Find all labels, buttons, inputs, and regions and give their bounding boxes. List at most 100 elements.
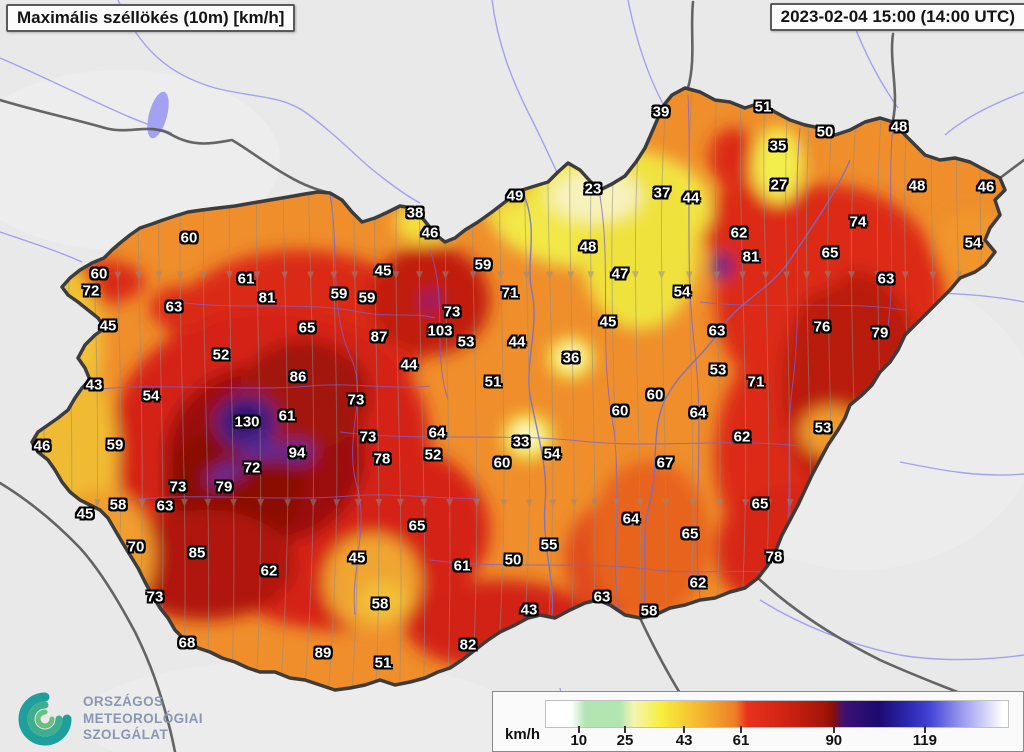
station-value-label: 65: [821, 244, 839, 262]
station-value-label: 43: [85, 376, 103, 394]
station-value-label: 52: [424, 446, 442, 464]
station-value-label: 58: [640, 602, 658, 620]
station-value-label: 60: [493, 454, 511, 472]
station-value-label: 48: [908, 177, 926, 195]
station-value-label: 54: [673, 283, 691, 301]
legend-tick-label: 25: [616, 732, 634, 749]
station-value-label: 60: [646, 386, 664, 404]
station-value-label: 54: [964, 234, 982, 252]
station-value-label: 37: [653, 184, 671, 202]
legend-tick-mark: [577, 726, 580, 733]
omsz-logo-line1: ORSZÁGOS: [83, 694, 164, 710]
station-value-label: 44: [508, 333, 526, 351]
station-value-label: 59: [358, 289, 376, 307]
station-value-label: 72: [243, 459, 261, 477]
station-value-label: 65: [751, 495, 769, 513]
station-value-label: 52: [212, 346, 230, 364]
station-value-label: 45: [76, 505, 94, 523]
station-value-label: 64: [428, 424, 446, 442]
station-value-label: 48: [579, 238, 597, 256]
station-value-label: 130: [234, 413, 260, 431]
station-value-label: 53: [814, 419, 832, 437]
station-value-label: 72: [82, 282, 100, 300]
station-value-label: 81: [258, 289, 276, 307]
station-value-label: 44: [400, 356, 418, 374]
station-value-label: 78: [373, 450, 391, 468]
station-value-label: 70: [127, 538, 145, 556]
station-value-label: 45: [374, 262, 392, 280]
station-value-label: 48: [890, 118, 908, 136]
station-value-label: 44: [682, 189, 700, 207]
station-value-label: 64: [622, 510, 640, 528]
station-value-label: 63: [165, 298, 183, 316]
legend-tick-mark: [683, 726, 686, 733]
station-value-label: 27: [770, 176, 788, 194]
station-value-label: 74: [849, 213, 867, 231]
station-value-label: 50: [816, 123, 834, 141]
station-value-label: 87: [370, 328, 388, 346]
station-value-label: 51: [484, 373, 502, 391]
station-value-label: 65: [408, 517, 426, 535]
omsz-logo-text: ORSZÁGOS METEOROLÓGIAI SZOLGÁLAT: [83, 694, 203, 744]
station-value-label: 63: [877, 270, 895, 288]
station-value-label: 59: [330, 285, 348, 303]
station-value-label: 81: [742, 248, 760, 266]
station-value-label: 65: [298, 319, 316, 337]
wind-speed-legend: km/h 10 25 43 61 90 119: [492, 691, 1024, 752]
station-value-label: 51: [374, 654, 392, 672]
legend-tick-mark: [624, 726, 626, 733]
station-value-label: 59: [106, 436, 124, 454]
station-value-label: 85: [188, 544, 206, 562]
legend-tick-mark: [739, 726, 742, 733]
station-value-label: 23: [584, 180, 602, 198]
station-value-label: 61: [278, 407, 296, 425]
station-value-label: 73: [347, 391, 365, 409]
map-title: Maximális széllökés (10m) [km/h]: [6, 4, 296, 32]
station-value-label: 78: [765, 548, 783, 566]
station-value-label: 73: [169, 478, 187, 496]
station-value-label: 94: [288, 444, 306, 462]
station-value-label: 55: [540, 536, 558, 554]
station-value-label: 36: [562, 349, 580, 367]
color-scale-bar: [545, 700, 1009, 728]
station-value-label: 67: [656, 454, 674, 472]
station-value-label: 82: [459, 636, 477, 654]
legend-tick-label: 90: [825, 732, 843, 749]
station-value-label: 46: [421, 224, 439, 242]
station-value-label: 39: [652, 103, 670, 121]
station-value-label: 53: [457, 333, 475, 351]
station-value-label: 89: [314, 644, 332, 662]
station-value-label: 58: [109, 496, 127, 514]
station-value-label: 54: [543, 445, 561, 463]
station-value-label: 60: [611, 402, 629, 420]
station-value-label: 45: [99, 317, 117, 335]
station-value-label: 60: [90, 265, 108, 283]
legend-tick-mark: [923, 726, 926, 733]
station-value-label: 103: [427, 322, 453, 340]
legend-tick-label: 43: [675, 732, 693, 749]
station-value-label: 62: [730, 224, 748, 242]
station-value-label: 50: [504, 551, 522, 569]
station-value-label: 62: [689, 574, 707, 592]
station-value-label: 65: [681, 525, 699, 543]
station-value-label: 73: [359, 428, 377, 446]
station-value-label: 71: [501, 284, 519, 302]
station-value-label: 58: [371, 595, 389, 613]
legend-tick-mark: [832, 726, 835, 733]
legend-tick-label: 61: [732, 732, 750, 749]
omsz-logo: ORSZÁGOS METEOROLÓGIAI SZOLGÁLAT: [16, 690, 203, 748]
station-value-label: 49: [506, 187, 524, 205]
station-value-label: 73: [146, 588, 164, 606]
hungary-border: [30, 86, 1007, 692]
omsz-logo-icon: [18, 692, 72, 746]
station-value-label: 86: [289, 368, 307, 386]
station-value-label: 61: [237, 270, 255, 288]
station-value-label: 63: [593, 588, 611, 606]
station-value-label: 33: [512, 433, 530, 451]
station-value-label: 45: [599, 313, 617, 331]
station-value-label: 71: [747, 373, 765, 391]
station-value-label: 59: [474, 256, 492, 274]
map-timestamp: 2023-02-04 15:00 (14:00 UTC): [769, 3, 1024, 31]
station-value-label: 68: [178, 634, 196, 652]
